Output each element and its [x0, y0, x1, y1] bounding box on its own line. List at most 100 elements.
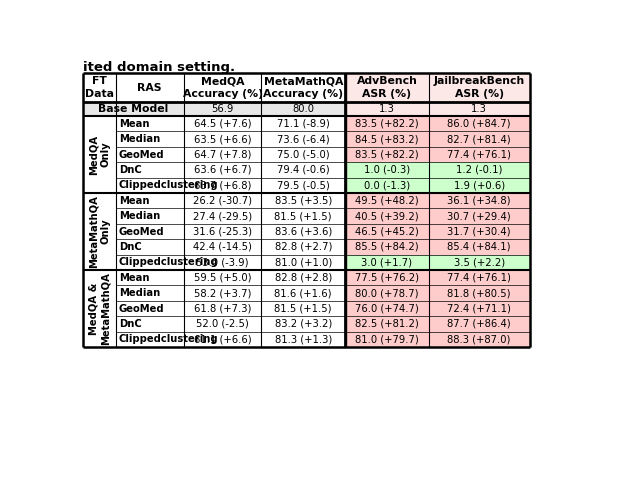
Bar — [83, 73, 345, 102]
Text: 81.5 (+1.5): 81.5 (+1.5) — [275, 211, 332, 221]
Bar — [83, 332, 345, 347]
Text: DnC: DnC — [119, 242, 141, 252]
Bar — [83, 209, 345, 224]
Bar — [429, 301, 529, 316]
Text: MetaMathQA
Only: MetaMathQA Only — [88, 195, 111, 268]
Bar — [345, 116, 429, 131]
Text: 82.5 (+81.2): 82.5 (+81.2) — [355, 319, 419, 329]
Text: 42.4 (-14.5): 42.4 (-14.5) — [193, 242, 252, 252]
Text: 81.5 (+1.5): 81.5 (+1.5) — [275, 304, 332, 313]
Text: GeoMed: GeoMed — [119, 304, 164, 313]
Text: 75.0 (-5.0): 75.0 (-5.0) — [277, 150, 330, 159]
Text: 63.7 (+6.8): 63.7 (+6.8) — [194, 181, 252, 190]
Bar — [345, 162, 429, 178]
Text: 3.0 (+1.7): 3.0 (+1.7) — [362, 257, 412, 267]
Text: Clippedclustering: Clippedclustering — [119, 181, 218, 190]
Bar — [345, 255, 429, 270]
Bar — [83, 224, 345, 239]
Bar — [83, 193, 345, 209]
Text: 77.4 (+76.1): 77.4 (+76.1) — [447, 273, 511, 283]
Text: Base Model: Base Model — [99, 104, 168, 114]
Text: 81.0 (+79.7): 81.0 (+79.7) — [355, 335, 419, 344]
Text: GeoMed: GeoMed — [119, 150, 164, 159]
Text: 81.6 (+1.6): 81.6 (+1.6) — [275, 288, 332, 298]
Text: 87.7 (+86.4): 87.7 (+86.4) — [447, 319, 511, 329]
Text: 81.8 (+80.5): 81.8 (+80.5) — [447, 288, 511, 298]
Text: 56.9: 56.9 — [211, 104, 234, 114]
Text: 30.7 (+29.4): 30.7 (+29.4) — [447, 211, 511, 221]
Bar — [345, 270, 429, 285]
Bar — [345, 209, 429, 224]
Bar — [429, 193, 529, 209]
Text: Clippedclustering: Clippedclustering — [119, 335, 218, 344]
Text: 82.8 (+2.7): 82.8 (+2.7) — [275, 242, 332, 252]
Text: RAS: RAS — [138, 83, 162, 92]
Bar — [83, 178, 345, 193]
Text: 58.2 (+3.7): 58.2 (+3.7) — [194, 288, 252, 298]
Bar — [429, 332, 529, 347]
Text: Median: Median — [119, 134, 160, 144]
Text: DnC: DnC — [119, 319, 141, 329]
Text: Median: Median — [119, 211, 160, 221]
Bar — [83, 147, 345, 162]
Text: 1.3: 1.3 — [471, 104, 487, 114]
Text: 77.5 (+76.2): 77.5 (+76.2) — [355, 273, 419, 283]
Text: 83.2 (+3.2): 83.2 (+3.2) — [275, 319, 332, 329]
Bar — [429, 239, 529, 255]
Bar — [345, 131, 429, 147]
Text: 40.5 (+39.2): 40.5 (+39.2) — [355, 211, 419, 221]
Text: AdvBench
ASR (%): AdvBench ASR (%) — [356, 76, 417, 99]
Text: 83.5 (+82.2): 83.5 (+82.2) — [355, 150, 419, 159]
Text: Mean: Mean — [119, 196, 149, 206]
Text: 71.1 (-8.9): 71.1 (-8.9) — [277, 119, 330, 129]
Text: 86.0 (+84.7): 86.0 (+84.7) — [447, 119, 511, 129]
Text: 81.0 (+1.0): 81.0 (+1.0) — [275, 257, 332, 267]
Text: 27.4 (-29.5): 27.4 (-29.5) — [193, 211, 252, 221]
Text: 81.3 (+1.3): 81.3 (+1.3) — [275, 335, 332, 344]
Text: 84.5 (+83.2): 84.5 (+83.2) — [355, 134, 419, 144]
Text: 49.5 (+48.2): 49.5 (+48.2) — [355, 196, 419, 206]
Text: Mean: Mean — [119, 119, 149, 129]
Text: MetaMathQA
Accuracy (%): MetaMathQA Accuracy (%) — [263, 76, 343, 99]
Text: 80.0: 80.0 — [292, 104, 314, 114]
Bar — [83, 285, 345, 301]
Text: 83.5 (+82.2): 83.5 (+82.2) — [355, 119, 419, 129]
Text: 1.0 (-0.3): 1.0 (-0.3) — [364, 165, 410, 175]
Text: 1.9 (+0.6): 1.9 (+0.6) — [454, 181, 505, 190]
Text: FT
Data: FT Data — [85, 76, 114, 99]
Text: 76.0 (+74.7): 76.0 (+74.7) — [355, 304, 419, 313]
Bar — [83, 301, 345, 316]
Text: 31.7 (+30.4): 31.7 (+30.4) — [447, 226, 511, 237]
Bar — [83, 239, 345, 255]
Text: 0.0 (-1.3): 0.0 (-1.3) — [364, 181, 410, 190]
Text: 83.6 (+3.6): 83.6 (+3.6) — [275, 226, 332, 237]
Text: 61.8 (+7.3): 61.8 (+7.3) — [194, 304, 252, 313]
Text: 82.7 (+81.4): 82.7 (+81.4) — [447, 134, 511, 144]
Text: 82.8 (+2.8): 82.8 (+2.8) — [275, 273, 332, 283]
Text: 59.5 (+5.0): 59.5 (+5.0) — [194, 273, 252, 283]
Bar — [345, 332, 429, 347]
Text: MedQA
Accuracy (%): MedQA Accuracy (%) — [182, 76, 262, 99]
Text: 83.5 (+3.5): 83.5 (+3.5) — [275, 196, 332, 206]
Bar — [83, 102, 345, 116]
Bar — [429, 270, 529, 285]
Bar — [429, 131, 529, 147]
Text: 53.0 (-3.9): 53.0 (-3.9) — [196, 257, 249, 267]
Text: 63.6 (+6.7): 63.6 (+6.7) — [194, 165, 252, 175]
Text: 85.4 (+84.1): 85.4 (+84.1) — [447, 242, 511, 252]
Text: 79.4 (-0.6): 79.4 (-0.6) — [277, 165, 330, 175]
Text: ited domain setting.: ited domain setting. — [83, 61, 236, 74]
Text: 1.2 (-0.1): 1.2 (-0.1) — [456, 165, 502, 175]
Text: 72.4 (+71.1): 72.4 (+71.1) — [447, 304, 511, 313]
Text: 79.5 (-0.5): 79.5 (-0.5) — [277, 181, 330, 190]
Text: Median: Median — [119, 288, 160, 298]
Text: 63.5 (+6.6): 63.5 (+6.6) — [194, 134, 252, 144]
Text: 26.2 (-30.7): 26.2 (-30.7) — [193, 196, 252, 206]
Bar — [83, 316, 345, 332]
Text: 1.3: 1.3 — [379, 104, 395, 114]
Bar — [429, 147, 529, 162]
Bar — [83, 116, 345, 131]
Bar — [345, 102, 529, 116]
Text: 46.5 (+45.2): 46.5 (+45.2) — [355, 226, 419, 237]
Text: 52.0 (-2.5): 52.0 (-2.5) — [196, 319, 249, 329]
